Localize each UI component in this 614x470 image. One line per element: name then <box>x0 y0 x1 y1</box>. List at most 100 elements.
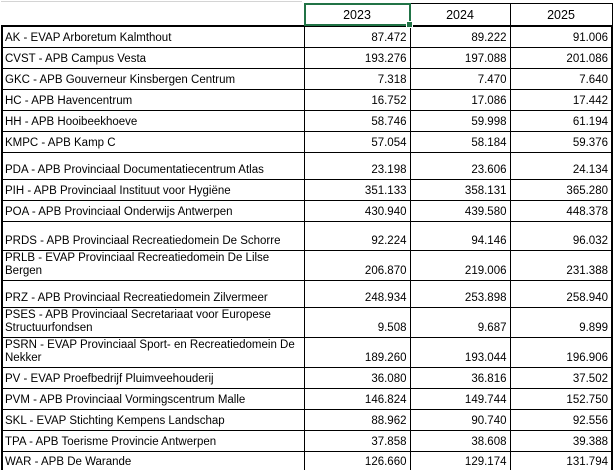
value-cell-2024[interactable]: 253.898 <box>409 279 511 308</box>
value-cell-2024[interactable]: 219.006 <box>409 249 511 281</box>
value-cell-2023[interactable]: 126.660 <box>303 450 411 470</box>
header-cell-2025[interactable]: 2025 <box>509 3 613 27</box>
value-cell-2025[interactable]: 59.376 <box>509 130 613 153</box>
value-cell-2023[interactable]: 87.472 <box>303 25 411 48</box>
value-cell-2025[interactable]: 24.134 <box>509 151 613 180</box>
row-label-cell[interactable]: WAR - APB De Warande <box>1 450 305 470</box>
value-cell-2024[interactable]: 358.131 <box>409 178 511 201</box>
value-cell-2025[interactable]: 258.940 <box>509 279 613 308</box>
value-cell-2025[interactable]: 17.442 <box>509 88 613 111</box>
table-row: PRZ - APB Provinciaal Recreatiedomein Zi… <box>1 279 613 308</box>
table-row: WAR - APB De Warande 126.660 129.174 131.79… <box>1 450 613 470</box>
value-cell-2025[interactable]: 152.750 <box>509 387 613 410</box>
value-cell-2025[interactable]: 92.556 <box>509 408 613 431</box>
value-cell-2024[interactable]: 439.580 <box>409 199 511 222</box>
value-cell-2025[interactable]: 9.899 <box>509 306 613 338</box>
faint-gridline <box>1 1 302 2</box>
value-cell-2024[interactable]: 38.608 <box>409 429 511 452</box>
row-label-cell[interactable]: PIH - APB Provinciaal Instituut voor Hyg… <box>1 178 305 201</box>
row-label-cell[interactable]: AK - EVAP Arboretum Kalmthout <box>1 25 305 48</box>
budget-table: 2023 2024 2025 AK - EVAP Arboretum Kalmt… <box>1 3 613 470</box>
value-cell-2025[interactable]: 61.194 <box>509 109 613 132</box>
corner-cell[interactable] <box>2 3 304 26</box>
value-cell-2024[interactable]: 36.816 <box>409 366 511 389</box>
value-cell-2025[interactable]: 91.006 <box>509 25 613 48</box>
row-label-cell[interactable]: PSES - APB Provinciaal Secretariaat voor… <box>1 306 305 338</box>
table-row: HH - APB Hooibeekhoeve 58.746 59.998 61.194 <box>1 109 613 132</box>
table-row: AK - EVAP Arboretum Kalmthout 87.472 89.22… <box>1 25 613 48</box>
value-cell-2024[interactable]: 9.687 <box>409 306 511 338</box>
value-cell-2023[interactable]: 36.080 <box>303 366 411 389</box>
value-cell-2024[interactable]: 149.744 <box>409 387 511 410</box>
value-cell-2023[interactable]: 351.133 <box>303 178 411 201</box>
row-label-cell[interactable]: CVST - APB Campus Vesta <box>1 46 305 69</box>
value-cell-2025[interactable]: 96.032 <box>509 220 613 251</box>
value-cell-2024[interactable]: 94.146 <box>409 220 511 251</box>
value-cell-2024[interactable]: 17.086 <box>409 88 511 111</box>
table-row: PSRN - EVAP Provinciaal Sport- en Recrea… <box>1 336 613 368</box>
table-body: AK - EVAP Arboretum Kalmthout 87.472 89.22… <box>1 25 613 470</box>
value-cell-2024[interactable]: 193.044 <box>409 336 511 368</box>
table-row: PRDS - APB Provinciaal Recreatiedomein D… <box>1 220 613 251</box>
header-row: 2023 2024 2025 <box>2 3 613 28</box>
value-cell-2023[interactable]: 9.508 <box>303 306 411 338</box>
header-cell-2023[interactable]: 2023 <box>303 3 413 28</box>
row-label-cell[interactable]: KMPC - APB Kamp C <box>1 130 305 153</box>
value-cell-2023[interactable]: 248.934 <box>303 279 411 308</box>
value-cell-2024[interactable]: 58.184 <box>409 130 511 153</box>
row-label-cell[interactable]: POA - APB Provinciaal Onderwijs Antwerpe… <box>1 199 305 222</box>
row-label-cell[interactable]: SKL - EVAP Stichting Kempens Landschap <box>1 408 305 431</box>
value-cell-2025[interactable]: 448.378 <box>509 199 613 222</box>
table-row: TPA - APB Toerisme Provincie Antwerpen 37… <box>1 429 613 452</box>
value-cell-2024[interactable]: 89.222 <box>409 25 511 48</box>
table-row: PDA - APB Provinciaal Documentatiecentru… <box>1 151 613 180</box>
table-row: CVST - APB Campus Vesta 193.276 197.088 201… <box>1 46 613 69</box>
row-label-cell[interactable]: PVM - APB Provinciaal Vormingscentrum Ma… <box>1 387 305 410</box>
value-cell-2023[interactable]: 92.224 <box>303 220 411 251</box>
header-cell-2024[interactable]: 2024 <box>409 3 511 27</box>
table-row: SKL - EVAP Stichting Kempens Landschap 88… <box>1 408 613 431</box>
value-cell-2023[interactable]: 23.198 <box>303 151 411 180</box>
value-cell-2024[interactable]: 129.174 <box>409 450 511 470</box>
row-label-cell[interactable]: PRLB - EVAP Provinciaal Recreatiedomein … <box>1 249 305 281</box>
value-cell-2023[interactable]: 88.962 <box>303 408 411 431</box>
value-cell-2023[interactable]: 58.746 <box>303 109 411 132</box>
value-cell-2025[interactable]: 231.388 <box>509 249 613 281</box>
value-cell-2025[interactable]: 7.640 <box>509 67 613 90</box>
row-label-cell[interactable]: HH - APB Hooibeekhoeve <box>1 109 305 132</box>
row-label-cell[interactable]: HC - APB Havencentrum <box>1 88 305 111</box>
selection-fill-handle[interactable] <box>405 21 413 28</box>
value-cell-2023[interactable]: 146.824 <box>303 387 411 410</box>
table-row: PVM - APB Provinciaal Vormingscentrum Ma… <box>1 387 613 410</box>
row-label-cell[interactable]: PRZ - APB Provinciaal Recreatiedomein Zi… <box>1 279 305 308</box>
value-cell-2025[interactable]: 365.280 <box>509 178 613 201</box>
table-row: PRLB - EVAP Provinciaal Recreatiedomein … <box>1 249 613 281</box>
value-cell-2025[interactable]: 131.794 <box>509 450 613 470</box>
value-cell-2024[interactable]: 59.998 <box>409 109 511 132</box>
value-cell-2023[interactable]: 189.260 <box>303 336 411 368</box>
value-cell-2025[interactable]: 201.086 <box>509 46 613 69</box>
value-cell-2025[interactable]: 39.388 <box>509 429 613 452</box>
row-label-cell[interactable]: PDA - APB Provinciaal Documentatiecentru… <box>1 151 305 180</box>
value-cell-2024[interactable]: 23.606 <box>409 151 511 180</box>
value-cell-2023[interactable]: 7.318 <box>303 67 411 90</box>
value-cell-2024[interactable]: 7.470 <box>409 67 511 90</box>
header-2023-label: 2023 <box>343 7 371 22</box>
value-cell-2024[interactable]: 90.740 <box>409 408 511 431</box>
row-label-cell[interactable]: GKC - APB Gouverneur Kinsbergen Centrum <box>1 67 305 90</box>
value-cell-2025[interactable]: 37.502 <box>509 366 613 389</box>
value-cell-2023[interactable]: 16.752 <box>303 88 411 111</box>
row-label-cell[interactable]: PRDS - APB Provinciaal Recreatiedomein D… <box>1 220 305 251</box>
value-cell-2023[interactable]: 193.276 <box>303 46 411 69</box>
table-row: HC - APB Havencentrum 16.752 17.086 17.442 <box>1 88 613 111</box>
table-row: GKC - APB Gouverneur Kinsbergen Centrum 7… <box>1 67 613 90</box>
value-cell-2025[interactable]: 196.906 <box>509 336 613 368</box>
value-cell-2023[interactable]: 430.940 <box>303 199 411 222</box>
row-label-cell[interactable]: PSRN - EVAP Provinciaal Sport- en Recrea… <box>1 336 305 368</box>
value-cell-2023[interactable]: 37.858 <box>303 429 411 452</box>
value-cell-2023[interactable]: 206.870 <box>303 249 411 281</box>
value-cell-2023[interactable]: 57.054 <box>303 130 411 153</box>
row-label-cell[interactable]: PV - EVAP Proefbedrijf Pluimveehouderij <box>1 366 305 389</box>
row-label-cell[interactable]: TPA - APB Toerisme Provincie Antwerpen <box>1 429 305 452</box>
value-cell-2024[interactable]: 197.088 <box>409 46 511 69</box>
